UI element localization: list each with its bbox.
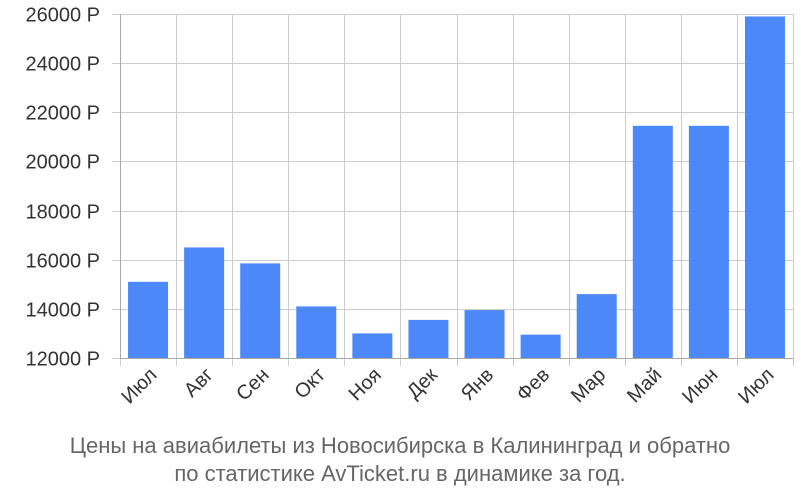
y-tick-label: 20000 Р [25,152,100,174]
x-tick-label: Ноя [345,364,386,405]
x-tick-label: Дек [403,364,442,403]
y-tick-label: 16000 Р [25,251,100,273]
x-tick-label: Июл [734,364,778,408]
y-tick-label: 26000 Р [25,5,100,27]
chart-caption-line-2: по статистике AvTicket.ru в динамике за … [174,461,626,486]
y-tick-label: 14000 Р [25,300,100,322]
x-tick-label: Июн [678,364,722,408]
bar [464,310,505,358]
price-bar-chart: 12000 Р 14000 Р 16000 Р 18000 Р 20000 Р 22000… [25,5,794,408]
y-tick-label: 12000 Р [25,349,100,371]
bar [296,306,337,358]
bar [184,247,225,358]
x-tick-label: Авг [180,364,218,402]
bar [408,319,449,358]
x-tick-label: Фев [512,364,554,406]
x-tick-label: Июл [117,364,161,408]
bar [520,334,561,358]
bar [240,263,281,358]
y-tick-label: 18000 Р [25,202,100,224]
y-tick-label: 22000 Р [25,103,100,125]
bar [688,125,729,358]
bar [744,16,785,358]
x-tick-label: Май [623,364,666,407]
bar [632,125,673,358]
bar [576,294,617,358]
bar [352,333,393,358]
x-tick-label: Мар [567,364,610,407]
bar [128,281,169,358]
x-tick-label: Сен [232,364,273,405]
x-tick-label: Янв [457,364,498,405]
y-tick-label: 24000 Р [25,54,100,76]
x-tick-label: Окт [290,364,329,403]
chart-caption-line-1: Цены на авиабилеты из Новосибирска в Кал… [69,433,731,458]
